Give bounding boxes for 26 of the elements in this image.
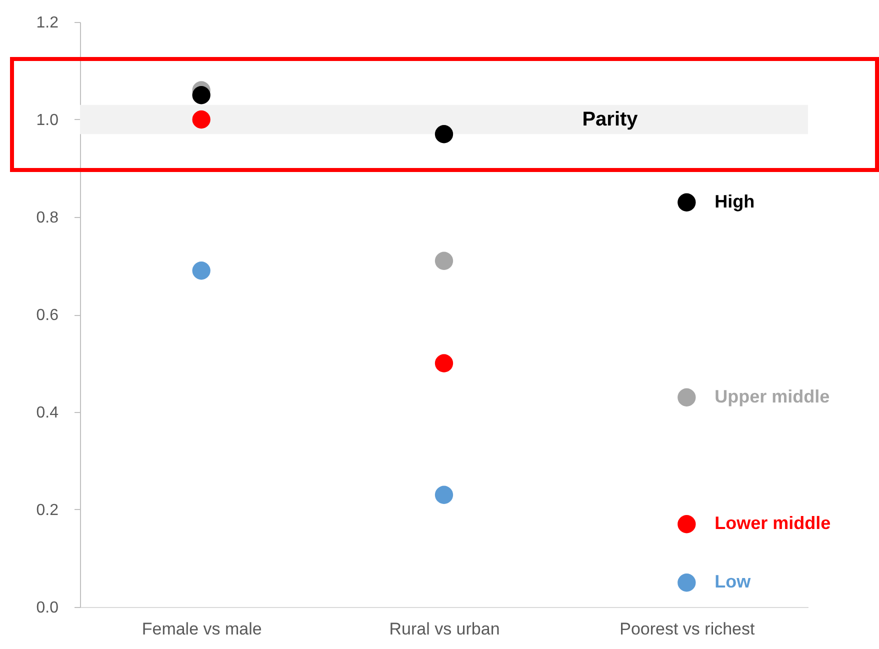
series-label: Low	[714, 572, 752, 592]
point	[192, 86, 210, 104]
point	[434, 354, 454, 372]
point	[434, 125, 454, 144]
y-tick-label: 0.0	[36, 600, 59, 616]
point	[678, 574, 696, 592]
series-label: High	[714, 191, 755, 212]
y-tick-label: 1.2	[36, 14, 59, 32]
x-tick-label: Female vs male	[142, 620, 262, 638]
x-tick-label: Poorest vs richest	[620, 620, 755, 638]
y-tick-label: 0.8	[36, 210, 59, 226]
x-tick-label: Rural vs urban	[389, 620, 500, 638]
point	[434, 252, 454, 270]
point	[192, 110, 210, 129]
series-label: Lower middle	[714, 513, 831, 534]
band-label: Parity	[582, 108, 639, 130]
y-tick-label: 0.6	[36, 307, 59, 324]
point	[434, 486, 454, 504]
y-tick-label: 0.2	[36, 502, 59, 519]
series-label: Upper middle	[714, 386, 830, 406]
y-tick-label: 0.4	[36, 404, 59, 422]
point	[678, 388, 696, 406]
point	[192, 262, 210, 280]
y-tick-label: 1.0	[36, 112, 59, 129]
point	[678, 193, 696, 212]
point	[678, 515, 696, 534]
